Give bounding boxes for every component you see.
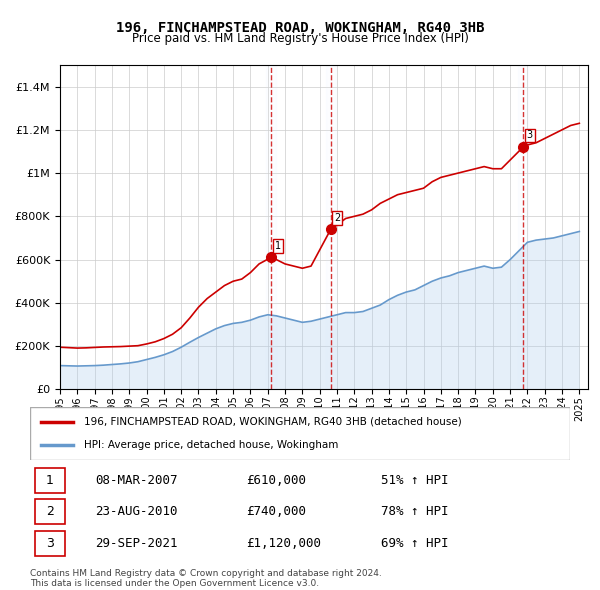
Text: HPI: Average price, detached house, Wokingham: HPI: Average price, detached house, Woki… [84,440,338,450]
Text: 78% ↑ HPI: 78% ↑ HPI [381,505,449,518]
Bar [518,65,528,389]
Text: 1: 1 [274,241,281,251]
FancyBboxPatch shape [35,531,65,556]
Text: Price paid vs. HM Land Registry's House Price Index (HPI): Price paid vs. HM Land Registry's House … [131,32,469,45]
Text: 08-MAR-2007: 08-MAR-2007 [95,474,178,487]
Text: Contains HM Land Registry data © Crown copyright and database right 2024.: Contains HM Land Registry data © Crown c… [30,569,382,578]
Text: £1,120,000: £1,120,000 [246,537,321,550]
Bar [326,65,336,389]
Text: 23-AUG-2010: 23-AUG-2010 [95,505,178,518]
Text: 3: 3 [527,130,533,140]
FancyBboxPatch shape [35,499,65,524]
Text: 29-SEP-2021: 29-SEP-2021 [95,537,178,550]
FancyBboxPatch shape [35,468,65,493]
FancyBboxPatch shape [30,407,570,460]
Text: 69% ↑ HPI: 69% ↑ HPI [381,537,449,550]
Text: £740,000: £740,000 [246,505,306,518]
Bar [266,65,276,389]
Text: 51% ↑ HPI: 51% ↑ HPI [381,474,449,487]
Text: 196, FINCHAMPSTEAD ROAD, WOKINGHAM, RG40 3HB: 196, FINCHAMPSTEAD ROAD, WOKINGHAM, RG40… [116,21,484,35]
Text: 3: 3 [46,537,54,550]
Text: This data is licensed under the Open Government Licence v3.0.: This data is licensed under the Open Gov… [30,579,319,588]
Text: £610,000: £610,000 [246,474,306,487]
Text: 2: 2 [46,505,54,518]
Text: 1: 1 [46,474,54,487]
Text: 196, FINCHAMPSTEAD ROAD, WOKINGHAM, RG40 3HB (detached house): 196, FINCHAMPSTEAD ROAD, WOKINGHAM, RG40… [84,417,462,427]
Text: 2: 2 [334,212,340,222]
